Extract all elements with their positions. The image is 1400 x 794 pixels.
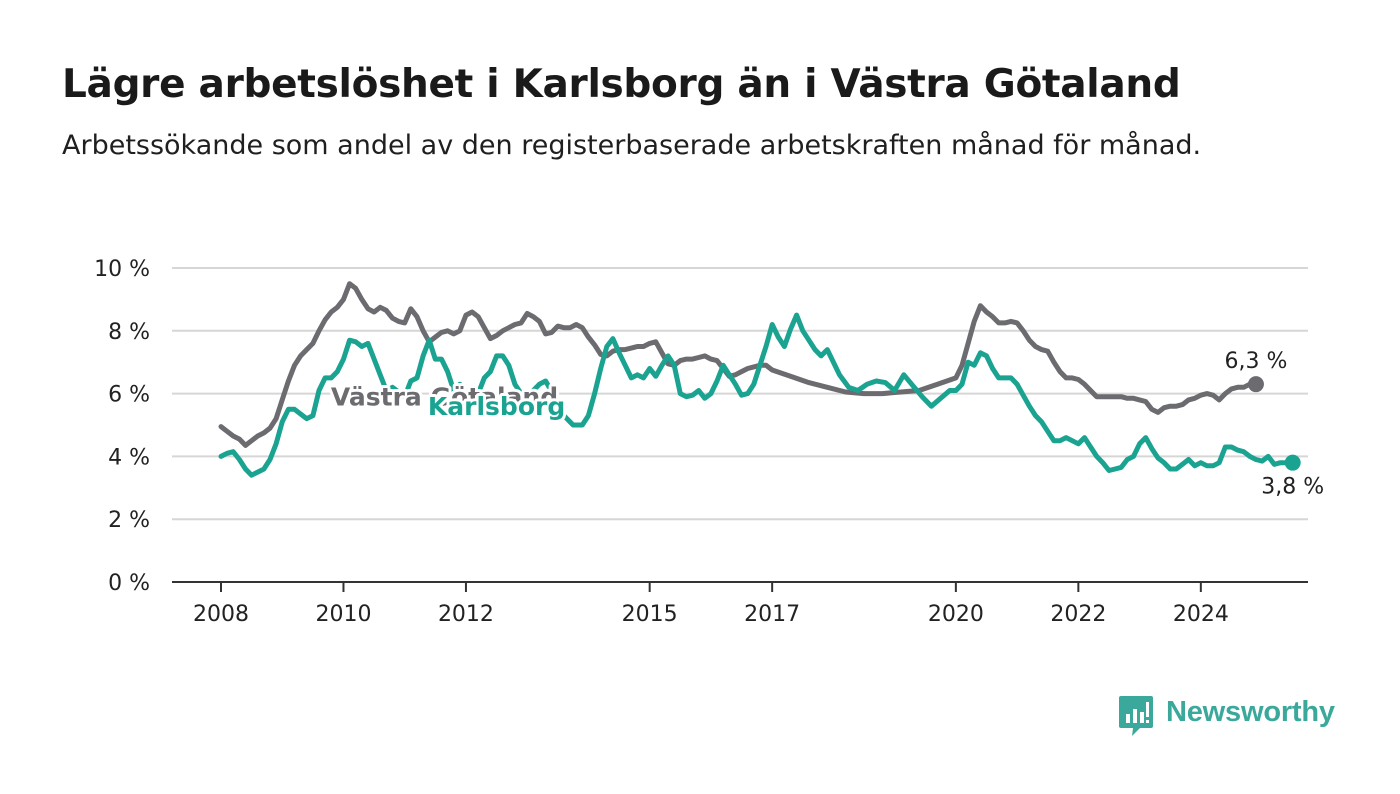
end-point-karlsborg: [1284, 454, 1301, 471]
end-value-label-karlsborg: 3,8 %: [1261, 475, 1324, 500]
x-tick-label: 2012: [438, 602, 494, 627]
series-line-karlsborg: [218, 312, 1296, 478]
series-labels: Västra Götaland 6,3 % Karlsborg 3,8 %: [328, 349, 1324, 500]
series-name-v-stra-g-taland: Västra Götaland: [331, 383, 558, 412]
y-tick-label: 6 %: [108, 383, 150, 408]
x-axis-ticks: 2008 2010 2012 2015 2017 2020 2022 2024: [193, 582, 1229, 627]
y-tick-label: 4 %: [108, 445, 150, 470]
newsworthy-logo-icon: [1118, 694, 1154, 736]
end-point-v-stra-g-taland: [1247, 376, 1264, 393]
x-tick-label: 2017: [744, 602, 800, 627]
y-tick-label: 10 %: [94, 257, 150, 282]
series-lines: [218, 281, 1301, 478]
chart-subtitle: Arbetssökande som andel av den registerb…: [62, 130, 1202, 161]
y-tick-label: 8 %: [108, 320, 150, 345]
x-tick-label: 2020: [928, 602, 984, 627]
x-tick-label: 2024: [1173, 602, 1229, 627]
y-tick-label: 0 %: [108, 571, 150, 596]
y-tick-label: 2 %: [108, 508, 150, 533]
series-line-v-stra-g-taland: [218, 281, 1259, 448]
x-tick-label: 2008: [193, 602, 249, 627]
y-axis-ticks: 0 % 2 % 4 % 6 % 8 % 10 %: [94, 257, 150, 596]
series-name-karlsborg: Karlsborg: [428, 392, 565, 421]
newsworthy-logo: Newsworthy: [1118, 690, 1335, 736]
x-tick-label: 2010: [315, 602, 371, 627]
chart-title: Lägre arbetslöshet i Karlsborg än i Väst…: [62, 62, 1181, 107]
end-value-label-v-stra-g-taland: 6,3 %: [1225, 349, 1288, 374]
x-tick-label: 2022: [1050, 602, 1106, 627]
newsworthy-logo-text: Newsworthy: [1166, 695, 1335, 728]
x-tick-label: 2015: [622, 602, 678, 627]
